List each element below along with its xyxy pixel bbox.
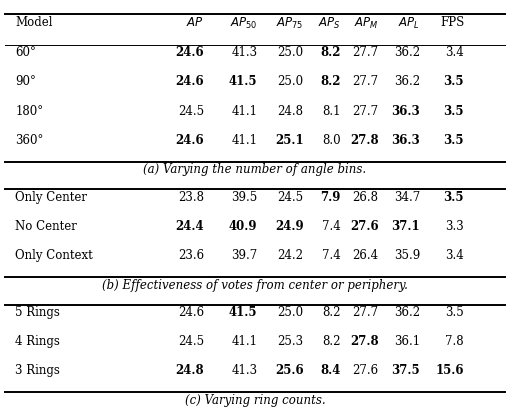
Text: 36.2: 36.2 (393, 46, 419, 59)
Text: 5 Rings: 5 Rings (15, 306, 60, 319)
Text: 41.1: 41.1 (231, 335, 257, 348)
Text: 24.4: 24.4 (175, 220, 204, 233)
Text: 27.7: 27.7 (352, 75, 378, 89)
Text: 8.2: 8.2 (320, 75, 340, 89)
Text: 360°: 360° (15, 134, 44, 147)
Text: 8.0: 8.0 (321, 134, 340, 147)
Text: 7.8: 7.8 (444, 335, 463, 348)
Text: 36.1: 36.1 (393, 335, 419, 348)
Text: 3.4: 3.4 (444, 46, 463, 59)
Text: 41.1: 41.1 (231, 104, 257, 118)
Text: 23.6: 23.6 (178, 249, 204, 262)
Text: 4 Rings: 4 Rings (15, 335, 60, 348)
Text: 26.8: 26.8 (352, 191, 378, 204)
Text: 25.0: 25.0 (277, 306, 303, 319)
Text: 41.5: 41.5 (229, 306, 257, 319)
Text: $AP_{50}$: $AP_{50}$ (230, 16, 257, 31)
Text: 36.2: 36.2 (393, 75, 419, 89)
Text: FPS: FPS (439, 16, 463, 29)
Text: Only Center: Only Center (15, 191, 87, 204)
Text: 36.2: 36.2 (393, 306, 419, 319)
Text: 24.6: 24.6 (178, 306, 204, 319)
Text: 25.6: 25.6 (274, 364, 303, 377)
Text: 37.5: 37.5 (391, 364, 419, 377)
Text: $AP_L$: $AP_L$ (398, 16, 419, 31)
Text: 24.6: 24.6 (175, 75, 204, 89)
Text: 27.8: 27.8 (349, 134, 378, 147)
Text: 24.6: 24.6 (175, 46, 204, 59)
Text: 25.3: 25.3 (277, 335, 303, 348)
Text: 27.7: 27.7 (352, 46, 378, 59)
Text: 8.1: 8.1 (322, 104, 340, 118)
Text: 7.4: 7.4 (321, 249, 340, 262)
Text: 3.5: 3.5 (444, 306, 463, 319)
Text: 24.8: 24.8 (175, 364, 204, 377)
Text: 15.6: 15.6 (435, 364, 463, 377)
Text: 3.5: 3.5 (443, 191, 463, 204)
Text: 3.5: 3.5 (443, 104, 463, 118)
Text: 23.8: 23.8 (178, 191, 204, 204)
Text: 24.5: 24.5 (178, 335, 204, 348)
Text: 36.3: 36.3 (391, 134, 419, 147)
Text: 41.1: 41.1 (231, 134, 257, 147)
Text: 24.9: 24.9 (274, 220, 303, 233)
Text: 8.4: 8.4 (320, 364, 340, 377)
Text: 37.1: 37.1 (391, 220, 419, 233)
Text: 27.6: 27.6 (349, 220, 378, 233)
Text: No Center: No Center (15, 220, 77, 233)
Text: 27.7: 27.7 (352, 104, 378, 118)
Text: 7.4: 7.4 (321, 220, 340, 233)
Text: (c) Varying ring counts.: (c) Varying ring counts. (184, 394, 325, 407)
Text: 24.2: 24.2 (277, 249, 303, 262)
Text: $AP_{75}$: $AP_{75}$ (275, 16, 303, 31)
Text: 90°: 90° (15, 75, 36, 89)
Text: 60°: 60° (15, 46, 36, 59)
Text: 36.3: 36.3 (391, 104, 419, 118)
Text: 8.2: 8.2 (320, 46, 340, 59)
Text: 7.9: 7.9 (320, 191, 340, 204)
Text: 24.5: 24.5 (277, 191, 303, 204)
Text: 41.3: 41.3 (231, 46, 257, 59)
Text: $AP_S$: $AP_S$ (317, 16, 340, 31)
Text: 3.5: 3.5 (443, 75, 463, 89)
Text: (a) Varying the number of angle bins.: (a) Varying the number of angle bins. (143, 163, 366, 176)
Text: 25.1: 25.1 (274, 134, 303, 147)
Text: 24.6: 24.6 (175, 134, 204, 147)
Text: 39.7: 39.7 (231, 249, 257, 262)
Text: 41.5: 41.5 (229, 75, 257, 89)
Text: 3.5: 3.5 (443, 134, 463, 147)
Text: 24.8: 24.8 (277, 104, 303, 118)
Text: 41.3: 41.3 (231, 364, 257, 377)
Text: 27.8: 27.8 (349, 335, 378, 348)
Text: 8.2: 8.2 (322, 306, 340, 319)
Text: 3 Rings: 3 Rings (15, 364, 60, 377)
Text: 27.7: 27.7 (352, 306, 378, 319)
Text: 25.0: 25.0 (277, 46, 303, 59)
Text: 24.5: 24.5 (178, 104, 204, 118)
Text: 40.9: 40.9 (229, 220, 257, 233)
Text: 8.2: 8.2 (322, 335, 340, 348)
Text: 180°: 180° (15, 104, 43, 118)
Text: 39.5: 39.5 (231, 191, 257, 204)
Text: 3.3: 3.3 (444, 220, 463, 233)
Text: 3.4: 3.4 (444, 249, 463, 262)
Text: $AP$: $AP$ (186, 16, 204, 29)
Text: Model: Model (15, 16, 53, 29)
Text: 27.6: 27.6 (352, 364, 378, 377)
Text: (b) Effectiveness of votes from center or periphery.: (b) Effectiveness of votes from center o… (102, 279, 407, 292)
Text: 34.7: 34.7 (393, 191, 419, 204)
Text: 35.9: 35.9 (393, 249, 419, 262)
Text: Only Context: Only Context (15, 249, 93, 262)
Text: 25.0: 25.0 (277, 75, 303, 89)
Text: 26.4: 26.4 (352, 249, 378, 262)
Text: $AP_M$: $AP_M$ (353, 16, 378, 31)
